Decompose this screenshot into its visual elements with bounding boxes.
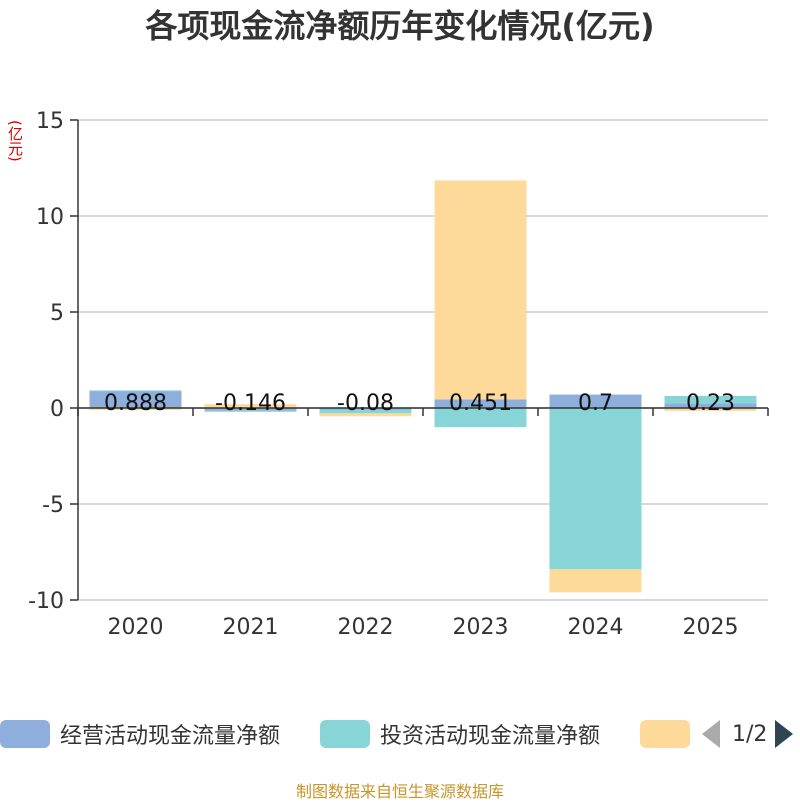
data-label: 0.7 — [578, 391, 613, 416]
legend-label-investing: 投资活动现金流量净额 — [380, 724, 601, 749]
bar-series2-2021 — [204, 404, 297, 408]
bar-series0-2023 — [434, 399, 527, 408]
x-tick-label: 2024 — [568, 615, 624, 640]
data-label: -0.08 — [337, 391, 394, 416]
bar-series0-2025 — [664, 403, 757, 408]
bar-series2-2024 — [549, 569, 642, 593]
data-label: 0.23 — [686, 391, 735, 416]
chart-title: 各项现金流净额历年变化情况(亿元) — [145, 7, 655, 45]
bar-series1-2023 — [434, 408, 527, 428]
x-tick-label: 2021 — [223, 615, 279, 640]
bar-series1-2022 — [319, 409, 412, 414]
y-tick-label: -10 — [28, 589, 64, 614]
data-label: 0.888 — [104, 391, 167, 416]
bar-chart: -10 -5 0 5 10 15 2020 2021 2022 2023 2024 2025 0.888… — [28, 109, 769, 640]
x-tick-label: 2023 — [453, 615, 509, 640]
bar-series0-2021 — [204, 408, 297, 411]
bar-series0-2020 — [89, 390, 182, 408]
bar-series2-2025 — [664, 408, 757, 411]
bar-series2-2023 — [434, 180, 527, 400]
y-tick-label: 0 — [50, 397, 64, 422]
legend-swatch-operating — [0, 720, 50, 748]
x-tick-label: 2025 — [683, 615, 739, 640]
legend-item-operating[interactable]: 经营活动现金流量净额 — [0, 714, 280, 754]
legend-label-operating: 经营活动现金流量净额 — [60, 724, 281, 749]
bar-series1-2025 — [664, 395, 757, 404]
x-tick-label: 2022 — [338, 615, 394, 640]
y-axis-label: (亿元) — [6, 120, 24, 162]
data-source-note: 制图数据来自恒生聚源数据库 — [295, 782, 504, 801]
y-tick-label: 15 — [36, 109, 64, 134]
bar-series0-2024 — [549, 394, 642, 408]
legend-item-financing[interactable] — [640, 714, 700, 754]
legend-item-investing[interactable]: 投资活动现金流量净额 — [320, 714, 600, 754]
bar-series1-2020 — [89, 390, 182, 392]
bar-series1-2021 — [204, 410, 297, 412]
y-tick-label: 10 — [36, 205, 64, 230]
legend-prev-icon[interactable] — [702, 720, 720, 748]
legend: 经营活动现金流量净额 投资活动现金流量净额 1/2 — [0, 714, 800, 754]
x-tick-label: 2020 — [108, 615, 164, 640]
y-tick-label: -5 — [42, 493, 64, 518]
bar-series0-2022 — [319, 408, 412, 410]
y-tick-label: 5 — [50, 301, 64, 326]
bar-series2-2022 — [319, 413, 412, 417]
data-label: -0.146 — [215, 391, 286, 416]
legend-page-indicator: 1/2 — [732, 721, 768, 747]
legend-swatch-financing — [640, 720, 690, 748]
bar-series2-2020 — [89, 408, 182, 410]
data-label: 0.451 — [449, 391, 512, 416]
legend-pager: 1/2 — [700, 714, 800, 754]
legend-swatch-investing — [320, 720, 370, 748]
bar-series1-2024 — [549, 408, 642, 570]
legend-next-icon[interactable] — [775, 720, 794, 748]
